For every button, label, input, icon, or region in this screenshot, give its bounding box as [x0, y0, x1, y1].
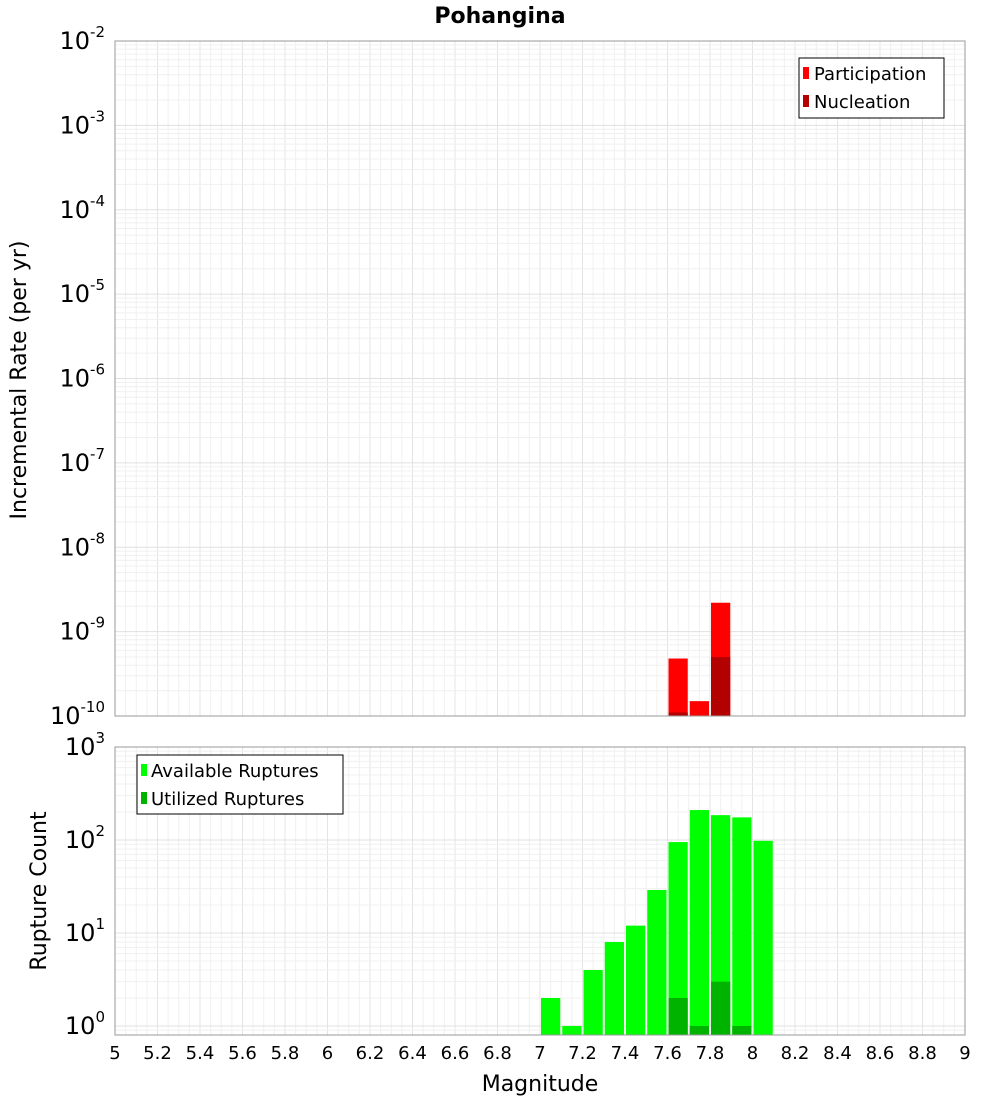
count-y-tick-label: 100 — [65, 1008, 105, 1040]
rate-panel: 10-10 10-9 10-8 10-7 10-6 10-5 10-4 10-3 10-2 In… — [7, 23, 966, 730]
count-plot-frame — [114, 746, 966, 1036]
nucleation-bar — [668, 712, 688, 716]
nucleation-bar — [711, 657, 731, 716]
magnitude-x-tick-label: 6.4 — [398, 1043, 427, 1064]
participation-bar — [689, 701, 709, 716]
utilized-ruptures-bar — [711, 981, 731, 1035]
rate-legend-box — [798, 57, 945, 119]
chart-title: Pohangina — [434, 4, 565, 29]
count-y-ticks: 100 101 102 103 — [65, 729, 105, 1040]
magnitude-x-tick-label: 8.4 — [823, 1043, 852, 1064]
rate-bars — [668, 602, 731, 716]
rate-y-tick-label: 10-6 — [59, 361, 105, 393]
magnitude-x-tick-label: 5 — [109, 1043, 120, 1064]
magnitude-x-tick-label: 6 — [322, 1043, 333, 1064]
rate-y-tick-label: 10-2 — [59, 23, 105, 55]
participation-legend-swatch — [803, 67, 809, 79]
count-y-axis-label: Rupture Count — [27, 811, 52, 971]
magnitude-x-tick-label: 7.8 — [696, 1043, 725, 1064]
nucleation-legend-label: Nucleation — [814, 92, 910, 113]
available-ruptures-bar — [753, 840, 773, 1035]
participation-legend-label: Participation — [814, 64, 926, 85]
rate-y-tick-label: 10-4 — [59, 192, 105, 224]
available-ruptures-bar — [583, 969, 603, 1035]
rate-y-tick-label: 10-7 — [59, 445, 105, 477]
magnitude-x-tick-label: 9 — [959, 1043, 970, 1064]
count-y-tick-label: 102 — [65, 822, 105, 854]
rate-y-tick-label: 10-3 — [59, 107, 105, 139]
available-ruptures-bar — [604, 942, 624, 1035]
available-ruptures-bar — [668, 842, 688, 1035]
magnitude-x-tick-label: 5.8 — [271, 1043, 300, 1064]
utilized-ruptures-bar — [668, 997, 688, 1035]
magnitude-x-tick-label: 5.2 — [143, 1043, 172, 1064]
magnitude-x-tick-label: 7.2 — [568, 1043, 597, 1064]
utilized-ruptures-legend-label: Utilized Ruptures — [151, 789, 304, 810]
magnitude-x-tick-label: 8.6 — [866, 1043, 895, 1064]
available-ruptures-bar — [562, 1025, 582, 1035]
magnitude-x-tick-label: 5.6 — [228, 1043, 257, 1064]
rate-y-tick-label: 10-5 — [59, 276, 105, 308]
magnitude-x-tick-label: 6.8 — [483, 1043, 512, 1064]
utilized-ruptures-bar — [689, 1025, 709, 1035]
available-ruptures-bar — [711, 815, 731, 1035]
magnitude-x-tick-label: 7.4 — [611, 1043, 640, 1064]
magnitude-x-axis-label: Magnitude — [482, 1072, 599, 1097]
count-legend[interactable]: Available Ruptures Utilized Ruptures — [136, 754, 344, 815]
count-y-tick-label: 101 — [65, 915, 105, 947]
rate-y-ticks: 10-10 10-9 10-8 10-7 10-6 10-5 10-4 10-3 10-2 — [50, 23, 105, 730]
magnitude-x-tick-label: 7.6 — [653, 1043, 682, 1064]
magnitude-x-tick-label: 5.4 — [186, 1043, 215, 1064]
available-ruptures-bar — [626, 925, 646, 1035]
rate-grid — [114, 40, 966, 717]
magnitude-x-tick-label: 8 — [747, 1043, 758, 1064]
count-panel: 100 101 102 103 5 5.2 5.4 5.6 5.8 6 6.2 6.4 6.6 6.8 7… — [27, 729, 971, 1097]
magnitude-x-ticks: 5 5.2 5.4 5.6 5.8 6 6.2 6.4 6.6 6.8 7 7.2 7.4 7.6 7.8 8… — [109, 1043, 970, 1064]
utilized-ruptures-bar — [732, 1025, 752, 1035]
available-ruptures-legend-label: Available Ruptures — [151, 761, 319, 782]
rate-y-tick-label: 10-10 — [50, 698, 105, 730]
available-ruptures-legend-swatch — [141, 764, 147, 776]
utilized-ruptures-legend-swatch — [141, 792, 147, 804]
nucleation-legend-swatch — [803, 95, 809, 107]
magnitude-x-tick-label: 8.8 — [908, 1043, 937, 1064]
count-grid — [114, 746, 966, 1036]
magnitude-x-tick-label: 6.2 — [356, 1043, 385, 1064]
available-ruptures-bar — [689, 810, 709, 1035]
available-ruptures-bar — [647, 889, 667, 1035]
rate-plot-frame — [114, 40, 966, 717]
rate-y-tick-label: 10-9 — [59, 614, 105, 646]
count-y-tick-label: 103 — [65, 729, 105, 761]
available-ruptures-bar — [732, 817, 752, 1035]
participation-bar — [668, 658, 688, 716]
rate-y-axis-label: Incremental Rate (per yr) — [7, 241, 32, 520]
count-bars — [541, 810, 773, 1035]
magnitude-x-tick-label: 7 — [534, 1043, 545, 1064]
available-ruptures-bar — [541, 997, 561, 1035]
rate-y-tick-label: 10-8 — [59, 529, 105, 561]
count-legend-box — [136, 754, 344, 815]
rate-legend[interactable]: Participation Nucleation — [798, 57, 945, 119]
magnitude-x-tick-label: 8.2 — [781, 1043, 810, 1064]
magnitude-x-tick-label: 6.6 — [441, 1043, 470, 1064]
